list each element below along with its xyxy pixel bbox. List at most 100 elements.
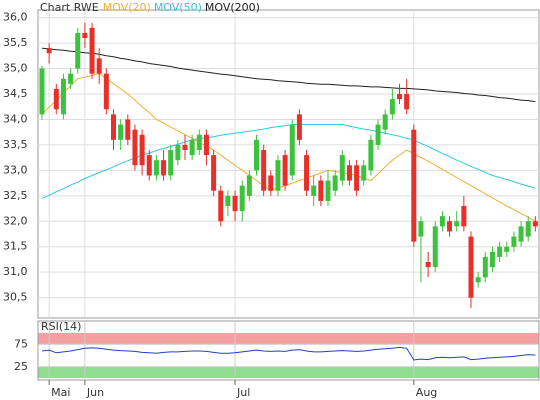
candle-body	[261, 150, 267, 191]
candle-body	[239, 185, 245, 212]
candle-body	[89, 27, 95, 74]
candle-body	[46, 48, 52, 54]
candle-body	[346, 165, 352, 181]
candle-body	[339, 155, 345, 181]
y-tick-label: 35,0	[3, 62, 28, 75]
y-tick-label: 34,0	[3, 112, 28, 125]
candle-body	[404, 94, 410, 110]
candle-body	[318, 180, 324, 201]
candle-body	[525, 221, 531, 237]
candle-body	[153, 160, 159, 176]
candle-body	[68, 73, 74, 84]
candle-body	[482, 256, 488, 278]
candle-body	[382, 114, 388, 130]
candle-body	[368, 139, 374, 171]
candle-body	[161, 160, 167, 176]
candle-body	[304, 155, 310, 191]
legend-entry: MOV(20)	[103, 1, 151, 14]
candle-body	[375, 124, 381, 145]
candle-body	[103, 73, 109, 110]
candle-body	[146, 155, 152, 176]
candle-body	[332, 175, 338, 191]
x-tick-label: Aug	[416, 386, 437, 399]
price-panel	[37, 9, 540, 319]
line-series	[41, 73, 536, 222]
candle-body	[168, 150, 174, 176]
y-tick-label: 36,0	[3, 11, 28, 24]
candle-body	[218, 190, 224, 222]
legend-entry: MOV(50)	[154, 1, 202, 14]
candle-body	[489, 251, 495, 268]
candle-body	[132, 129, 138, 166]
candle-body	[432, 226, 438, 268]
candle-body	[232, 195, 238, 212]
candle-body	[311, 185, 317, 196]
candle-body	[389, 99, 395, 115]
candle-body	[203, 134, 209, 156]
candle-body	[211, 155, 217, 191]
candle-body	[254, 139, 259, 171]
candle-body	[111, 114, 116, 140]
candle-body	[296, 114, 302, 140]
rsi-tick-label: 25	[14, 360, 28, 373]
line-series	[41, 346, 536, 361]
x-tick-label: Jun	[86, 386, 104, 399]
line-series	[41, 124, 536, 199]
y-tick-label: 33,0	[3, 163, 28, 176]
candle-body	[511, 236, 517, 247]
rsi-band	[38, 366, 539, 378]
candle-body	[439, 216, 445, 227]
y-tick-label: 32,5	[3, 189, 28, 202]
y-tick-label: 35,5	[3, 36, 28, 49]
candle-body	[196, 134, 202, 150]
candle-body	[532, 221, 538, 227]
candle-body	[461, 206, 467, 227]
candle-body	[397, 94, 402, 100]
y-tick-label: 34,5	[3, 87, 28, 100]
rsi-tick-label: 75	[14, 337, 28, 350]
candle-body	[418, 221, 424, 237]
candle-body	[454, 221, 460, 227]
candle-body	[325, 180, 331, 201]
candle-body	[504, 246, 510, 252]
candle-body	[225, 195, 231, 206]
candle-body	[468, 236, 474, 298]
candle-body	[411, 129, 417, 242]
rsi-band	[38, 333, 539, 345]
candle-body	[354, 165, 360, 191]
candle-body	[425, 262, 431, 268]
candle-body	[82, 32, 88, 38]
candle-body	[118, 124, 124, 140]
candle-body	[96, 58, 102, 74]
line-series	[41, 47, 536, 103]
candle-body	[125, 119, 131, 140]
candle-body	[60, 78, 66, 115]
candle-body	[475, 277, 481, 283]
rsi-label: RSI(14)	[41, 320, 81, 333]
candle-body	[175, 144, 181, 161]
candle-body	[182, 144, 188, 150]
candle-body	[282, 155, 288, 186]
x-tick-label: Jul	[236, 386, 250, 399]
candle-body	[246, 175, 252, 196]
candle-body	[268, 175, 274, 191]
candle-body	[39, 68, 45, 115]
chart-title: Chart RWE	[40, 1, 99, 14]
candle-body	[361, 165, 367, 181]
plot: 30,5 31,0 31,5 32,0 32,5 33,0 33,5 34,0 34,5 35,0…	[3, 1, 538, 399]
candle-body	[447, 221, 453, 232]
y-tick-label: 33,5	[3, 138, 28, 151]
candle-body	[289, 124, 295, 176]
candle-body	[53, 88, 59, 110]
y-tick-label: 30,5	[3, 291, 28, 304]
candle-body	[497, 246, 503, 257]
grid	[38, 10, 539, 385]
candle-body	[275, 160, 281, 191]
candle-body	[75, 32, 81, 69]
y-tick-label: 31,0	[3, 265, 28, 278]
legend-entry: MOV(200)	[205, 1, 260, 14]
y-tick-label: 31,5	[3, 240, 28, 253]
x-tick-label: Mai	[51, 386, 70, 399]
candle-body	[139, 134, 145, 166]
